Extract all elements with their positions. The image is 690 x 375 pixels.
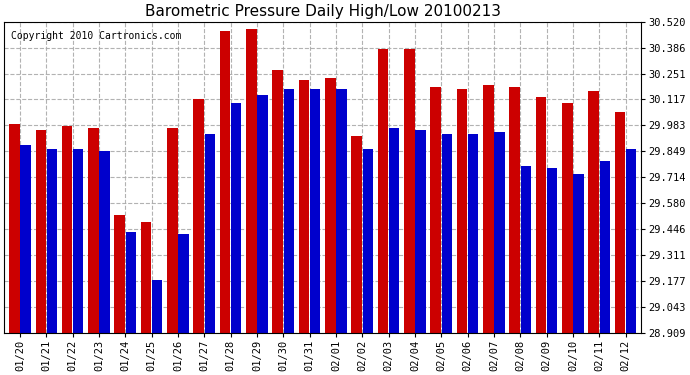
Bar xyxy=(483,86,493,333)
Bar xyxy=(193,99,204,333)
Bar xyxy=(310,89,320,333)
Bar xyxy=(115,215,125,333)
Bar xyxy=(494,132,504,333)
Bar xyxy=(273,70,283,333)
Bar xyxy=(152,280,162,333)
Bar xyxy=(325,78,335,333)
Bar xyxy=(562,103,573,333)
Bar xyxy=(299,80,309,333)
Bar xyxy=(404,49,415,333)
Bar xyxy=(431,87,441,333)
Bar xyxy=(457,89,467,333)
Bar xyxy=(520,166,531,333)
Bar xyxy=(615,112,625,333)
Bar xyxy=(362,149,373,333)
Bar xyxy=(231,103,241,333)
Bar xyxy=(73,149,83,333)
Text: Copyright 2010 Cartronics.com: Copyright 2010 Cartronics.com xyxy=(10,31,181,41)
Bar xyxy=(573,174,584,333)
Bar xyxy=(600,160,610,333)
Bar xyxy=(509,87,520,333)
Bar xyxy=(9,124,20,333)
Bar xyxy=(204,134,215,333)
Bar xyxy=(284,89,294,333)
Bar xyxy=(547,168,558,333)
Bar xyxy=(20,145,31,333)
Bar xyxy=(220,32,230,333)
Bar xyxy=(257,95,268,333)
Bar xyxy=(468,134,478,333)
Bar xyxy=(589,91,599,333)
Title: Barometric Pressure Daily High/Low 20100213: Barometric Pressure Daily High/Low 20100… xyxy=(145,4,501,19)
Bar xyxy=(536,97,546,333)
Bar xyxy=(126,232,136,333)
Bar xyxy=(178,234,189,333)
Bar xyxy=(46,149,57,333)
Bar xyxy=(378,49,388,333)
Bar xyxy=(336,89,347,333)
Bar xyxy=(442,134,452,333)
Bar xyxy=(626,149,636,333)
Bar xyxy=(415,130,426,333)
Bar xyxy=(88,128,99,333)
Bar xyxy=(99,151,110,333)
Bar xyxy=(141,222,151,333)
Bar xyxy=(389,128,400,333)
Bar xyxy=(167,128,178,333)
Bar xyxy=(35,130,46,333)
Bar xyxy=(246,30,257,333)
Bar xyxy=(351,136,362,333)
Bar xyxy=(62,126,72,333)
